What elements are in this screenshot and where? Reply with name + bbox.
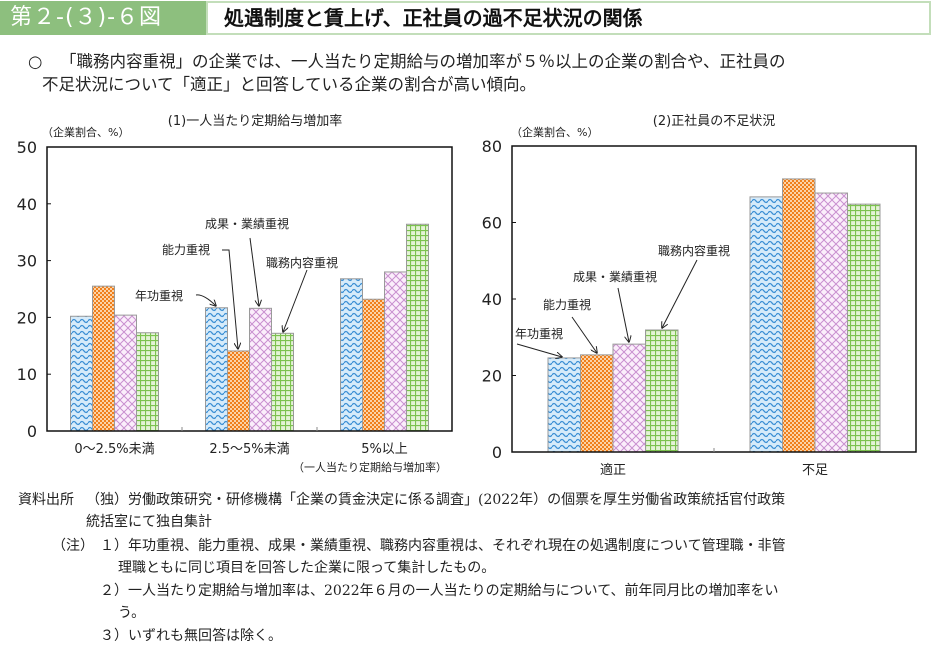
- chart-1-y-ticks: 0 10 20 30 40 50: [17, 138, 51, 441]
- source-line-1: （独）労働政策研究・研修機構「企業の賃金決定に係る調査」(2022年）の個票を厚…: [86, 492, 786, 508]
- chart-1-bars: [70, 223, 429, 432]
- chart-2-annotation-seika: 成果・業績重視: [573, 269, 657, 284]
- chart-1-bar-nenko: [340, 278, 363, 432]
- figure-number: 第２-(３)-６図: [0, 1, 206, 35]
- chart-2-x-category-label: 適正: [600, 462, 626, 478]
- chart-1-x-category-label: 5%以上: [361, 442, 408, 457]
- chart-1-xlabel: （一人当たり定期給与増加率）: [293, 460, 447, 474]
- chart-1-bar-seika: [384, 271, 407, 432]
- summary-bullet: ○: [28, 52, 43, 71]
- chart-2-bars: [547, 178, 881, 453]
- chart-2-arrow-noryoku: [571, 316, 597, 353]
- chart-2-y-tick-label: 40: [482, 290, 502, 309]
- chart-2-y-tick-label: 80: [482, 137, 502, 156]
- chart-1-x-categories: 0～2.5%未満 2.5～5%未満 5%以上: [74, 427, 408, 457]
- chart-1-y-tick-label: 40: [17, 195, 37, 214]
- chart-2-bar-noryoku: [580, 354, 614, 453]
- chart-2-y-tick-label: 20: [482, 367, 502, 386]
- chart-2-annotation-noryoku: 能力重視: [543, 297, 591, 312]
- source-label: 資料出所: [18, 492, 74, 508]
- chart-1-annotation-seika: 成果・業績重視: [205, 216, 289, 231]
- chart-1-bar-shokumu: [136, 332, 159, 432]
- chart-1-ylabel: （企業割合、%）: [42, 125, 129, 139]
- chart-1-y-tick-label: 10: [17, 365, 37, 384]
- chart-2-bar-shokumu: [645, 329, 679, 453]
- chart-1-y-tick-label: 50: [17, 138, 37, 157]
- chart-1-arrow-shokumu: [283, 269, 308, 332]
- chart-2-arrow-nenko: [516, 343, 562, 357]
- chart-1-title: (1)一人当たり定期給与増加率: [168, 113, 342, 129]
- chart-2-bar-shokumu: [847, 203, 881, 453]
- chart-2-arrow-shokumu: [662, 259, 698, 328]
- chart-1-bar-shokumu: [271, 332, 294, 432]
- chart-1-arrow-nenko: [195, 294, 216, 306]
- chart-1-y-tick-label: 30: [17, 252, 37, 271]
- chart-1-annotation-noryoku: 能力重視: [162, 242, 210, 257]
- chart-2-title: (2)正社員の不足状況: [653, 113, 775, 129]
- source-line-2: 統括室にて独自集計: [86, 514, 212, 530]
- chart-1-x-category-label: 0～2.5%未満: [74, 442, 154, 457]
- summary-line-2: 不足状況について「適正」と回答している企業の割合が高い傾向。: [42, 75, 537, 94]
- summary-line-1: 「職務内容重視」の企業では、一人当たり定期給与の増加率が５％以上の企業の割合や、…: [60, 52, 786, 71]
- chart-1-bar-seika: [249, 307, 272, 432]
- chart-2-y-tick-label: 0: [492, 443, 502, 462]
- chart-2-annotation-shokumu: 職務内容重視: [658, 243, 730, 258]
- chart-2-x-categories: 適正 不足: [600, 448, 828, 478]
- note-1-line-2: 理職ともに同じ項目を回答した企業に限って集計したもの。: [118, 560, 496, 576]
- chart-1-y-tick-label: 20: [17, 308, 37, 327]
- chart-1-bar-noryoku: [92, 285, 115, 432]
- chart-1-bar-seika: [114, 314, 137, 432]
- note-1-line-1: １）年功重視、能力重視、成果・業績重視、職務内容重視は、それぞれ現在の処遇制度に…: [100, 538, 786, 554]
- note-3: ３）いずれも無回答は除く。: [100, 628, 282, 644]
- chart-2-arrow-seika: [617, 287, 629, 342]
- chart-2-bar-nenko: [749, 196, 783, 453]
- note-2-line-2: う。: [118, 605, 146, 621]
- chart-2-bar-nenko: [547, 357, 581, 453]
- chart-1-bar-noryoku: [227, 350, 250, 432]
- chart-1-bar-noryoku: [362, 298, 385, 432]
- chart-1-annotation-shokumu: 職務内容重視: [266, 255, 338, 270]
- chart-1-y-tick-label: 0: [27, 422, 37, 441]
- chart-2-bar-seika: [814, 192, 848, 453]
- chart-2: (2)正社員の不足状況 （企業割合、%） 0 20 40 60 80 適正 不足 年功重視…: [482, 113, 917, 478]
- chart-2-bar-seika: [612, 343, 646, 453]
- chart-1-annotation-nenko: 年功重視: [135, 288, 183, 303]
- chart-1-x-category-label: 2.5～5%未満: [209, 442, 289, 457]
- note-2-line-1: ２）一人当たり定期給与増加率は、2022年６月の一人当たりの定期給与について、前…: [100, 583, 779, 599]
- chart-1-arrow-noryoku: [222, 249, 238, 349]
- figure-title: 処遇制度と賃上げ、正社員の過不足状況の関係: [206, 1, 931, 35]
- chart-2-annotation-nenko: 年功重視: [515, 326, 563, 341]
- chart-2-y-tick-label: 60: [482, 214, 502, 233]
- chart-2-y-ticks: 0 20 40 60 80: [482, 137, 516, 462]
- chart-1-arrow-seika: [249, 237, 259, 306]
- chart-2-ylabel: （企業割合、%）: [511, 125, 598, 139]
- chart-1: (1)一人当たり定期給与増加率 （企業割合、%） 0 10 20 30 40 50 0～2…: [17, 113, 453, 474]
- chart-2-x-category-label: 不足: [802, 463, 828, 478]
- chart-1-plot-frame: [46, 146, 453, 432]
- chart-2-bar-noryoku: [782, 178, 816, 453]
- chart-1-bar-nenko: [205, 307, 228, 432]
- chart-1-bar-nenko: [70, 315, 93, 432]
- chart-1-bar-shokumu: [406, 223, 429, 432]
- note-label: （注）: [52, 538, 94, 554]
